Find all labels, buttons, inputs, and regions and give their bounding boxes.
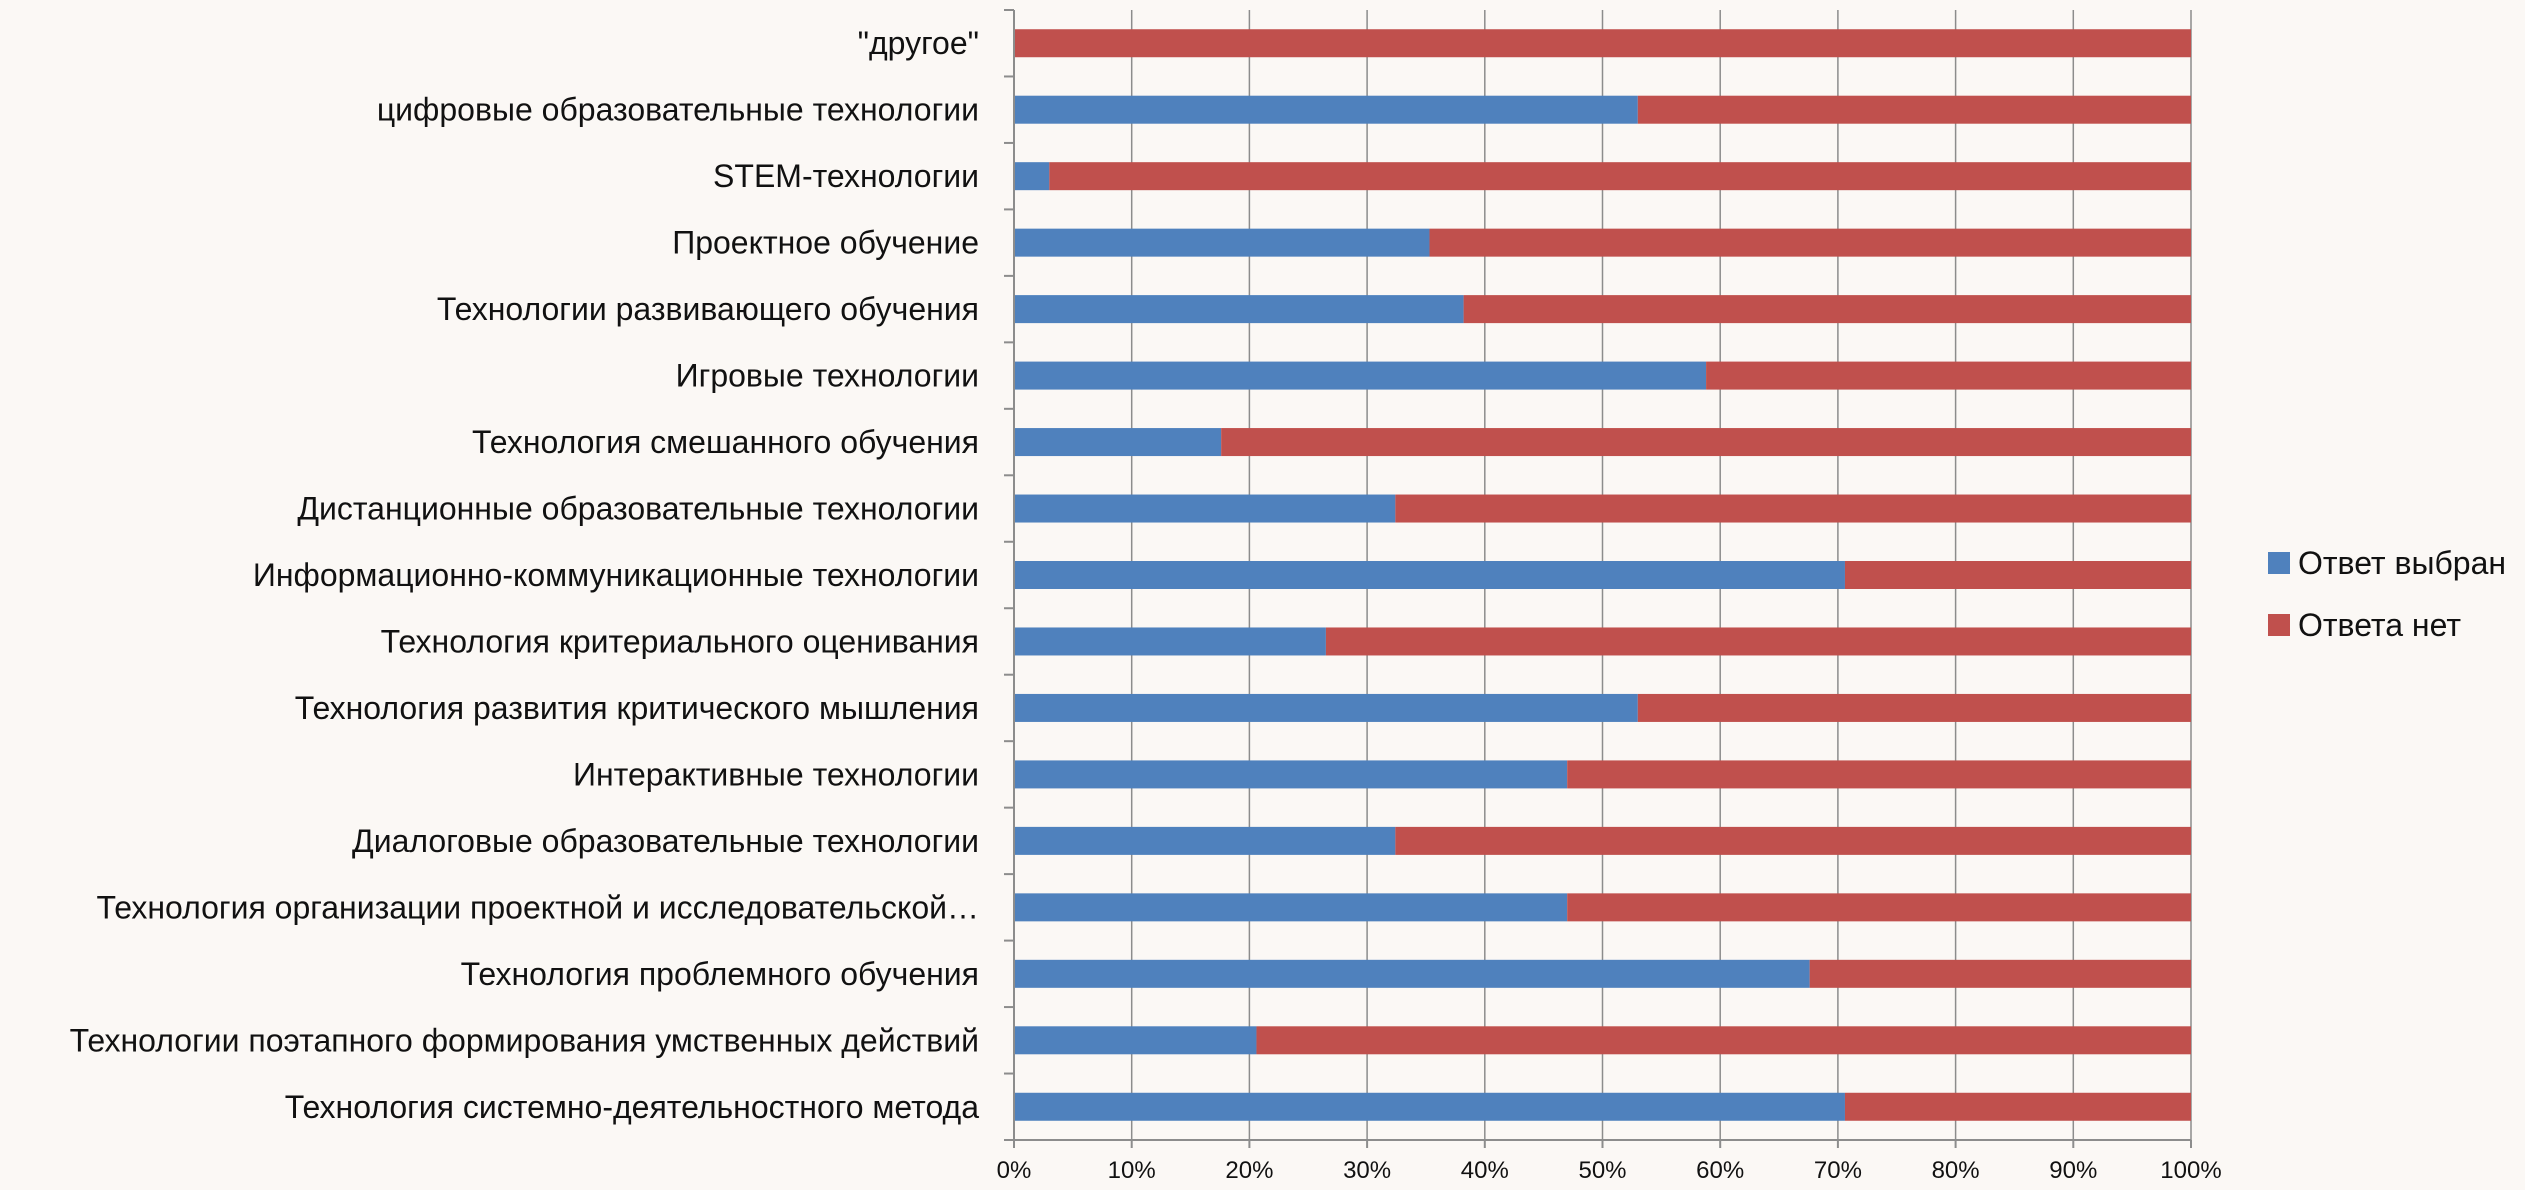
legend-swatch xyxy=(2268,552,2290,574)
bar-segment-no-answer xyxy=(1567,893,2191,922)
x-tick-label: 80% xyxy=(1932,1157,1980,1184)
x-tick-label: 30% xyxy=(1343,1157,1391,1184)
category-label: "другое" xyxy=(858,25,979,61)
bar-segment-answer-selected xyxy=(1014,1092,1845,1121)
category-label: Технология критериального оценивания xyxy=(381,623,979,659)
category-label: Дистанционные образовательные технологии xyxy=(297,491,979,527)
x-tick-label: 50% xyxy=(1578,1157,1626,1184)
legend-label: Ответ выбран xyxy=(2298,545,2506,581)
bar-segment-no-answer xyxy=(1637,95,2191,124)
axes xyxy=(1004,9,2192,1148)
x-tick-label: 40% xyxy=(1461,1157,1509,1184)
x-tick-label: 90% xyxy=(2049,1157,2097,1184)
bar-segment-no-answer xyxy=(1014,29,2191,58)
legend: Ответ выбран Ответа нет xyxy=(2268,545,2506,643)
bar-segment-answer-selected xyxy=(1014,95,1638,124)
category-label: цифровые образовательные технологии xyxy=(377,92,979,128)
category-label: Технология организации проектной и иссле… xyxy=(96,889,979,925)
bar-segment-no-answer xyxy=(1256,1026,2191,1055)
bars-group xyxy=(1014,29,2191,1121)
category-label: Игровые технологии xyxy=(676,358,979,394)
bar-segment-no-answer xyxy=(1221,428,2191,457)
category-label: Технология проблемного обучения xyxy=(461,956,979,992)
bar-segment-answer-selected xyxy=(1014,228,1430,257)
bar-segment-no-answer xyxy=(1429,228,2191,257)
x-tick-labels: 0% 10% 20% 30% 40% 50% 60% 70% 80% 90% 100% xyxy=(997,1157,2222,1184)
bar-segment-answer-selected xyxy=(1014,361,1707,390)
bar-segment-answer-selected xyxy=(1014,959,1810,988)
bar-segment-answer-selected xyxy=(1014,428,1222,457)
bar-segment-no-answer xyxy=(1463,295,2191,324)
category-label: Технологии поэтапного формирования умств… xyxy=(70,1022,979,1058)
bar-segment-answer-selected xyxy=(1014,826,1396,855)
bar-segment-answer-selected xyxy=(1014,494,1396,523)
bar-segment-answer-selected xyxy=(1014,561,1845,589)
bar-segment-no-answer xyxy=(1325,627,2191,656)
bar-segment-answer-selected xyxy=(1014,693,1638,722)
category-label: Технология развития критического мышлени… xyxy=(295,690,979,726)
bar-segment-answer-selected xyxy=(1014,1026,1257,1055)
x-tick-label: 0% xyxy=(997,1157,1032,1184)
bar-segment-no-answer xyxy=(1706,361,2191,390)
bar-segment-no-answer xyxy=(1395,826,2191,855)
category-label: Диалоговые образовательные технологии xyxy=(352,823,979,859)
bar-segment-no-answer xyxy=(1844,561,2191,589)
x-tick-label: 20% xyxy=(1225,1157,1273,1184)
bar-segment-no-answer xyxy=(1049,162,2191,191)
x-tick-label: 100% xyxy=(2160,1157,2221,1184)
legend-label: Ответа нет xyxy=(2298,607,2461,643)
category-label: Технология системно-деятельностного мето… xyxy=(285,1089,980,1125)
category-label: Информационно-коммуникационные технологи… xyxy=(253,557,979,593)
bar-segment-answer-selected xyxy=(1014,627,1326,656)
category-label: Технология смешанного обучения xyxy=(472,424,979,460)
legend-swatch xyxy=(2268,614,2290,636)
bar-segment-no-answer xyxy=(1809,959,2191,988)
bar-segment-no-answer xyxy=(1395,494,2191,523)
x-tick-label: 70% xyxy=(1814,1157,1862,1184)
bar-segment-answer-selected xyxy=(1014,162,1050,191)
bar-segment-answer-selected xyxy=(1014,760,1568,789)
category-label: Технологии развивающего обучения xyxy=(437,291,979,327)
category-label: Интерактивные технологии xyxy=(573,756,979,792)
bar-segment-no-answer xyxy=(1637,693,2191,722)
bar-segment-answer-selected xyxy=(1014,893,1568,922)
x-tick-label: 60% xyxy=(1696,1157,1744,1184)
bar-segment-no-answer xyxy=(1844,1092,2191,1121)
category-labels: "другое" цифровые образовательные техноло… xyxy=(70,25,980,1125)
category-label: Проектное обучение xyxy=(672,225,979,261)
bar-segment-no-answer xyxy=(1567,760,2191,789)
bar-segment-answer-selected xyxy=(1014,295,1464,324)
category-label: STEM-технологии xyxy=(713,158,979,194)
x-tick-label: 10% xyxy=(1108,1157,1156,1184)
